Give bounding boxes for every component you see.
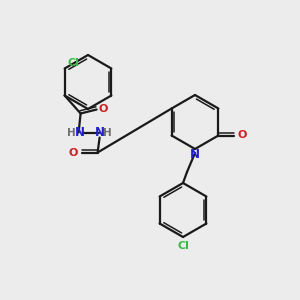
Text: Cl: Cl (177, 241, 189, 251)
Text: N: N (190, 148, 200, 160)
Text: Cl: Cl (68, 58, 80, 68)
Text: O: O (69, 148, 78, 158)
Text: H: H (67, 128, 76, 137)
Text: N: N (75, 126, 85, 139)
Text: N: N (94, 126, 105, 139)
Text: H: H (103, 128, 112, 137)
Text: O: O (99, 104, 108, 115)
Text: O: O (238, 130, 247, 140)
